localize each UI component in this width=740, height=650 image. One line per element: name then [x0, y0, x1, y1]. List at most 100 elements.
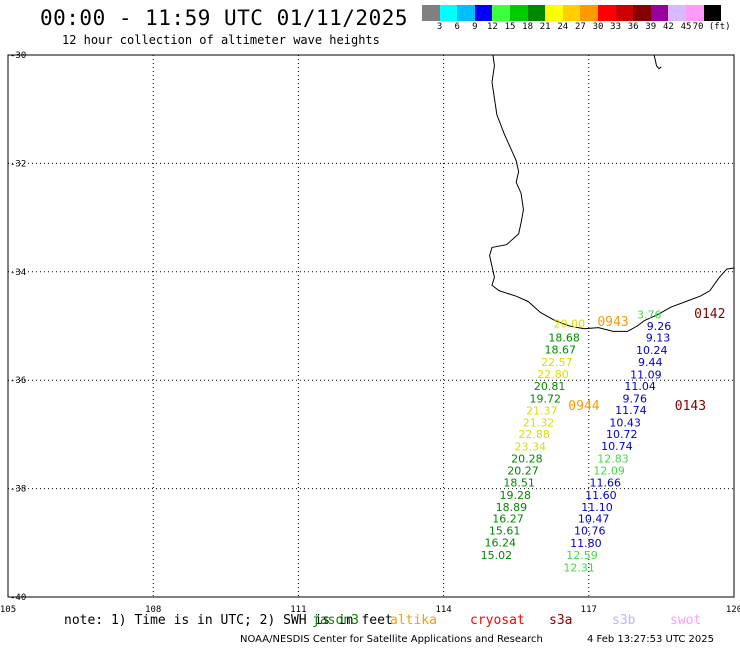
wave-height-reading: 18.51 [503, 476, 535, 489]
colorbar-swatch [650, 5, 669, 21]
colorbar-label: 42 [662, 22, 674, 32]
map-subtitle: 12 hour collection of altimeter wave hei… [62, 33, 380, 47]
colorbar-swatch [492, 5, 510, 21]
satellite-legend-altika: altika [390, 613, 437, 628]
pass-id-label: 0142 [694, 307, 725, 322]
colorbar-label: 70 (ft) [692, 22, 731, 32]
wave-height-reading: 21.32 [523, 416, 555, 429]
map-title: 00:00 - 11:59 UTC 01/11/2025 [40, 6, 409, 30]
wave-height-reading: 12.31 [563, 562, 595, 575]
colorbar-swatch [509, 5, 528, 21]
colorbar-label: 15 [504, 22, 516, 32]
latitude-tick-label: -40 [10, 593, 26, 603]
latitude-tick-label: -38 [10, 485, 26, 495]
coastline [489, 54, 735, 332]
wave-height-reading: 11.66 [590, 476, 622, 489]
wave-height-reading: 23.34 [514, 441, 546, 454]
wave-height-reading: 12.59 [566, 549, 598, 562]
colorbar-label: 36 [627, 22, 639, 32]
colorbar-swatch [597, 5, 616, 21]
wave-height-reading: 22.88 [518, 428, 550, 441]
wave-height-reading: 19.28 [499, 489, 531, 502]
latitude-tick-label: -30 [10, 51, 26, 61]
wave-height-reading: 21.37 [526, 404, 558, 417]
wave-height-reading: 22.80 [537, 368, 569, 381]
wave-height-reading: 11.10 [581, 501, 613, 514]
wave-height-reading: 20.81 [534, 380, 566, 393]
satellite-legend-cryosat: cryosat [470, 613, 525, 628]
footer-note: note: 1) Time is in UTC; 2) SWH is in fe… [64, 613, 393, 628]
wave-height-reading: 10.47 [578, 513, 610, 526]
wave-height-reading: 16.24 [484, 537, 516, 550]
latitude-tick-label: -36 [10, 376, 26, 386]
colorbar-swatch [545, 5, 563, 21]
colorbar-swatch [439, 5, 458, 21]
wave-height-reading: 12.83 [597, 453, 629, 466]
colorbar-label: 33 [610, 22, 622, 32]
wave-height-reading: 10.43 [609, 416, 641, 429]
colorbar-swatch [615, 5, 634, 21]
wave-height-reading: 20.28 [511, 453, 543, 466]
colorbar-swatch [703, 5, 722, 21]
colorbar-swatch [474, 5, 493, 21]
colorbar-swatch [422, 5, 440, 21]
colorbar-swatch [668, 5, 686, 21]
colorbar-label: 45 [680, 22, 692, 32]
wave-height-reading: 9.26 [647, 320, 672, 333]
wave-height-reading: 11.74 [615, 404, 647, 417]
wave-height-reading: 9.44 [638, 356, 663, 369]
longitude-tick-label: 117 [581, 605, 597, 615]
pass-id-label: 0944 [568, 399, 599, 414]
wave-height-reading: 10.76 [574, 525, 606, 538]
colorbar-label: 18 [522, 22, 534, 32]
colorbar-label: 21 [539, 22, 551, 32]
wave-height-colorbar [422, 5, 722, 21]
longitude-tick-label: 105 [0, 605, 16, 615]
colorbar-label: 12 [486, 22, 498, 32]
colorbar-swatch [457, 5, 475, 21]
wave-height-reading: 20.27 [507, 465, 539, 478]
colorbar-label: 39 [645, 22, 657, 32]
colorbar-label: 6 [454, 22, 460, 32]
wave-height-reading: 11.04 [624, 380, 656, 393]
colorbar-label: 27 [574, 22, 586, 32]
longitude-tick-label: 120 [726, 605, 740, 615]
colorbar-label: 24 [557, 22, 569, 32]
colorbar-label: 9 [472, 22, 478, 32]
satellite-legend-swot: swot [670, 613, 702, 628]
wave-height-reading: 19.72 [529, 392, 561, 405]
wave-height-reading: 16.27 [492, 513, 524, 526]
latitude-tick-label: -34 [10, 268, 26, 278]
credits-text: NOAA/NESDIS Center for Satellite Applica… [240, 634, 543, 645]
colorbar-swatch [527, 5, 546, 21]
generation-timestamp: 4 Feb 13:27:53 UTC 2025 [587, 634, 714, 645]
colorbar-label: 3 [436, 22, 443, 32]
wave-height-reading: 20.00 [554, 318, 586, 331]
longitude-tick-label: 111 [290, 605, 306, 615]
wave-height-reading: 18.89 [496, 501, 528, 514]
wave-height-reading: 10.74 [601, 440, 633, 453]
colorbar-swatch [685, 5, 704, 21]
wave-height-reading: 11.09 [630, 369, 662, 382]
latitude-tick-label: -32 [10, 159, 26, 169]
wave-height-reading: 15.61 [489, 525, 521, 538]
colorbar-swatch [633, 5, 651, 21]
wave-height-reading: 15.02 [481, 549, 513, 562]
wave-height-reading: 10.72 [606, 428, 638, 441]
colorbar-swatch [562, 5, 581, 21]
colorbar-swatch [580, 5, 598, 21]
longitude-tick-label: 108 [145, 605, 161, 615]
pass-id-label: 0143 [675, 399, 706, 414]
colorbar-labels: 3 6 9 12 15 18 21 24 27 30 33 36 39 42 45 70 (ft) [0, 22, 740, 34]
map-frame [7, 54, 735, 598]
wave-height-reading: 11.60 [585, 489, 617, 502]
wave-height-reading: 18.68 [548, 332, 580, 345]
satellite-legend-jason3: jason3 [312, 613, 359, 628]
wave-height-reading: 22.57 [541, 356, 573, 369]
wave-height-reading: 11.80 [570, 537, 602, 550]
pass-id-label: 0943 [597, 315, 628, 330]
wave-height-reading: 18.67 [544, 344, 576, 357]
wave-height-reading: 3.76 [637, 308, 662, 321]
longitude-tick-label: 114 [435, 605, 451, 615]
